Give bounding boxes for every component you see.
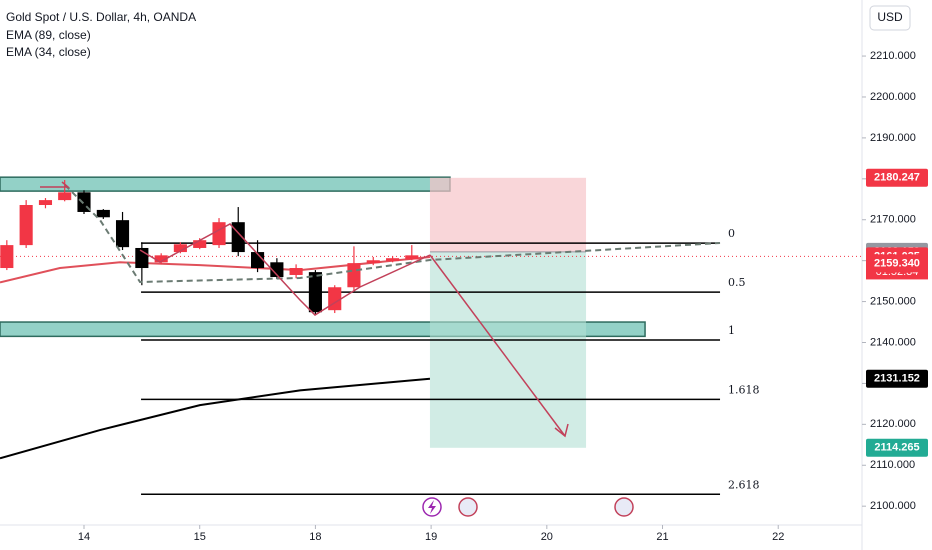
y-tick-label: 2170.000 [870,214,916,226]
candle-body [405,255,419,260]
fib-label: 0 [728,227,735,240]
x-tick-label: 14 [78,531,90,543]
x-tick-label: 19 [425,531,437,543]
currency-button[interactable] [869,5,911,31]
candle-body [58,192,72,201]
price-tag-label: 2114.265 [874,442,919,454]
price-tag-label: 2159.340 [874,257,920,269]
ema-line [0,255,431,284]
candle-body [308,272,322,313]
candle-body [328,287,342,311]
candle-body [386,258,400,262]
y-tick-label: 2110.000 [870,459,915,471]
x-tick-label: 18 [309,531,321,543]
target-zone [429,251,587,448]
y-tick-label: 2120.000 [870,418,916,430]
chart-title: Gold Spot / U.S. Dollar, 4h, OANDA [6,10,196,24]
price-tag [866,438,928,457]
price-tag [866,369,928,388]
x-tick-label: 21 [656,531,668,543]
candle-body [115,220,130,248]
stop-zone [429,177,587,252]
plot-area: 0 0.5 1 1.618 2.618 [0,176,862,496]
fib-label: 1.618 [728,383,760,396]
candle-body [347,263,361,288]
candle-body [38,200,53,206]
pattern-line [139,223,431,316]
y-tick-label: 2190.000 [870,132,916,144]
candle-body [270,262,284,278]
legend-entry: EMA (89, close) [6,28,91,42]
event-bolt [428,500,436,514]
candle-body [96,209,110,218]
candle-body [0,245,14,269]
currency: USD [877,10,903,24]
projection-arrow [429,254,566,437]
candle-body [193,240,207,248]
candle-body [173,244,187,253]
event-icon[interactable] [458,497,478,517]
legend-entry: EMA (34, close) [6,45,91,59]
candle-body [289,268,303,275]
price-tag [866,254,928,273]
y-tick-label: 2210.000 [870,50,916,62]
fib-label: 1 [728,324,735,337]
fib-label: 0.5 [728,276,746,289]
y-tick-label: 2200.000 [870,91,916,103]
y-tick-label: 2150.000 [870,295,916,307]
candle-body [251,252,265,269]
fib-label: 2.618 [728,478,760,491]
price-tag-label: 2180.247 [874,172,920,184]
candle-body [366,260,380,264]
candle-body [19,205,33,246]
x-tick-label: 20 [541,531,553,543]
zone [0,176,451,192]
y-tick-label: 2140.000 [870,336,916,348]
event-icons [422,497,634,517]
y-tick-label: 2100.000 [870,500,916,512]
candle-body [154,255,168,263]
x-tick-label: 15 [194,531,206,543]
dashed-path [64,184,721,284]
ema-line [0,377,431,460]
price-tag-label: 2131.152 [874,373,920,385]
event-icon[interactable] [614,497,634,517]
candle-body [212,222,226,246]
arrow-head [554,423,569,438]
arrow-small [40,181,71,188]
price-tag [866,168,928,187]
x-tick-label: 22 [772,531,784,543]
